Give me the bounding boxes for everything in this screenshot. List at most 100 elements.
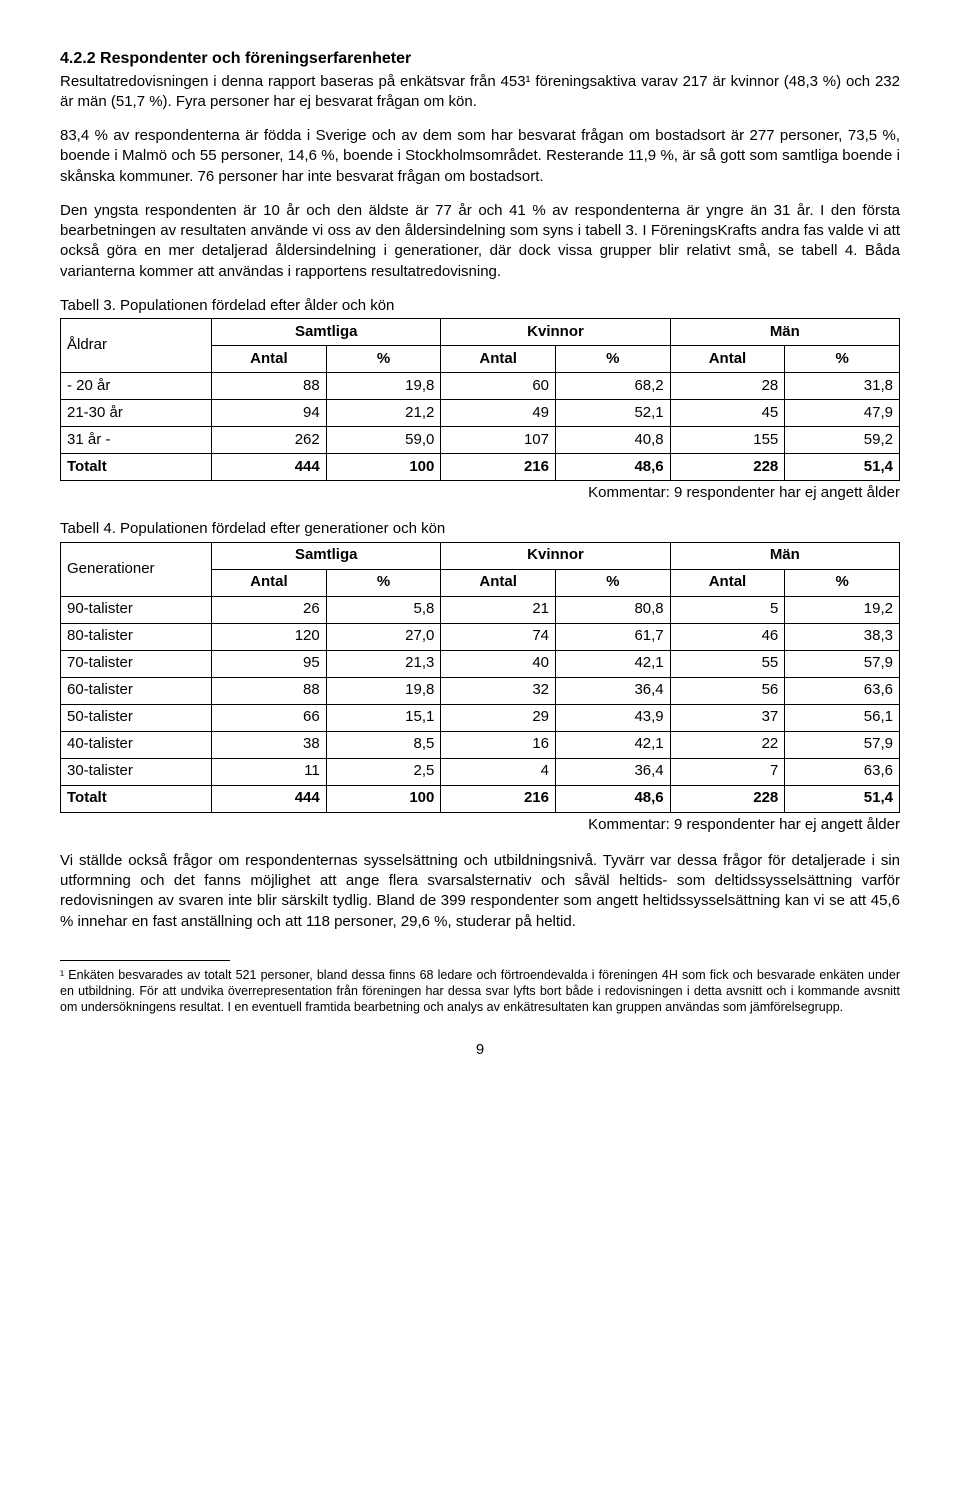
sub-header: Antal	[670, 346, 785, 373]
table-cell: 31,8	[785, 373, 900, 400]
table-cell: 74	[441, 623, 556, 650]
table-row-label: 31 år -	[61, 427, 212, 454]
table-cell: 94	[212, 400, 327, 427]
total-cell: 216	[441, 454, 556, 481]
total-cell: 228	[670, 454, 785, 481]
page-number: 9	[60, 1040, 900, 1060]
row-header-cell: Generationer	[61, 542, 212, 596]
group-header: Samtliga	[212, 542, 441, 569]
total-label: Totalt	[61, 785, 212, 812]
table-cell: 21,3	[326, 650, 441, 677]
table-cell: 57,9	[785, 731, 900, 758]
total-cell: 100	[326, 785, 441, 812]
table-cell: 26	[212, 596, 327, 623]
sub-header: %	[785, 346, 900, 373]
footnote-separator	[60, 960, 230, 961]
total-cell: 48,6	[556, 785, 671, 812]
table-cell: 59,2	[785, 427, 900, 454]
group-header: Samtliga	[212, 319, 441, 346]
table-cell: 45	[670, 400, 785, 427]
table-cell: 22	[670, 731, 785, 758]
total-cell: 48,6	[556, 454, 671, 481]
table-cell: 36,4	[556, 758, 671, 785]
total-cell: 51,4	[785, 785, 900, 812]
group-header: Kvinnor	[441, 542, 670, 569]
sub-header: %	[326, 569, 441, 596]
sub-header: Antal	[670, 569, 785, 596]
table-cell: 60	[441, 373, 556, 400]
table-cell: 36,4	[556, 677, 671, 704]
group-header: Kvinnor	[441, 319, 670, 346]
table4-comment: Kommentar: 9 respondenter har ej angett …	[60, 815, 900, 835]
total-cell: 444	[212, 454, 327, 481]
paragraph-4: Vi ställde också frågor om respondentern…	[60, 851, 900, 932]
table-cell: 61,7	[556, 623, 671, 650]
table-row-label: 90-talister	[61, 596, 212, 623]
table-cell: 27,0	[326, 623, 441, 650]
table-cell: 2,5	[326, 758, 441, 785]
table-row-label: 70-talister	[61, 650, 212, 677]
table-cell: 16	[441, 731, 556, 758]
sub-header: Antal	[441, 346, 556, 373]
table-cell: 56	[670, 677, 785, 704]
paragraph-3: Den yngsta respondenten är 10 år och den…	[60, 201, 900, 282]
table-row-label: 60-talister	[61, 677, 212, 704]
table-row-label: 30-talister	[61, 758, 212, 785]
footnote-text: ¹ Enkäten besvarades av totalt 521 perso…	[60, 967, 900, 1016]
table-cell: 21,2	[326, 400, 441, 427]
table-cell: 19,8	[326, 677, 441, 704]
table-cell: 7	[670, 758, 785, 785]
table-cell: 59,0	[326, 427, 441, 454]
table-row-label: 50-talister	[61, 704, 212, 731]
table-cell: 52,1	[556, 400, 671, 427]
total-label: Totalt	[61, 454, 212, 481]
table-cell: 63,6	[785, 677, 900, 704]
table-cell: 19,8	[326, 373, 441, 400]
table-cell: 40,8	[556, 427, 671, 454]
paragraph-2: 83,4 % av respondenterna är födda i Sver…	[60, 126, 900, 187]
total-cell: 51,4	[785, 454, 900, 481]
sub-header: %	[326, 346, 441, 373]
table-row-label: - 20 år	[61, 373, 212, 400]
sub-header: Antal	[441, 569, 556, 596]
table3-comment: Kommentar: 9 respondenter har ej angett …	[60, 483, 900, 503]
table4: GenerationerSamtligaKvinnorMänAntal%Anta…	[60, 542, 900, 813]
table-cell: 55	[670, 650, 785, 677]
sub-header: %	[556, 346, 671, 373]
table-cell: 47,9	[785, 400, 900, 427]
table-cell: 80,8	[556, 596, 671, 623]
table4-caption: Tabell 4. Populationen fördelad efter ge…	[60, 519, 900, 539]
sub-header: Antal	[212, 346, 327, 373]
table-cell: 155	[670, 427, 785, 454]
table-cell: 262	[212, 427, 327, 454]
table-cell: 42,1	[556, 650, 671, 677]
table-cell: 21	[441, 596, 556, 623]
table-cell: 28	[670, 373, 785, 400]
group-header: Män	[670, 319, 899, 346]
table-cell: 63,6	[785, 758, 900, 785]
sub-header: Antal	[212, 569, 327, 596]
table-cell: 68,2	[556, 373, 671, 400]
paragraph-1: Resultatredovisningen i denna rapport ba…	[60, 72, 900, 113]
table-cell: 19,2	[785, 596, 900, 623]
table-cell: 4	[441, 758, 556, 785]
total-cell: 228	[670, 785, 785, 812]
table3: ÅldrarSamtligaKvinnorMänAntal%Antal%Anta…	[60, 318, 900, 481]
table-cell: 88	[212, 677, 327, 704]
table-cell: 38	[212, 731, 327, 758]
table-cell: 37	[670, 704, 785, 731]
table-cell: 56,1	[785, 704, 900, 731]
row-header-cell: Åldrar	[61, 319, 212, 373]
group-header: Män	[670, 542, 899, 569]
table-cell: 5	[670, 596, 785, 623]
sub-header: %	[785, 569, 900, 596]
total-cell: 100	[326, 454, 441, 481]
table-row-label: 21-30 år	[61, 400, 212, 427]
table-cell: 49	[441, 400, 556, 427]
sub-header: %	[556, 569, 671, 596]
table-cell: 57,9	[785, 650, 900, 677]
total-cell: 216	[441, 785, 556, 812]
table-cell: 88	[212, 373, 327, 400]
table-cell: 42,1	[556, 731, 671, 758]
section-heading: 4.2.2 Respondenter och föreningserfarenh…	[60, 48, 900, 70]
